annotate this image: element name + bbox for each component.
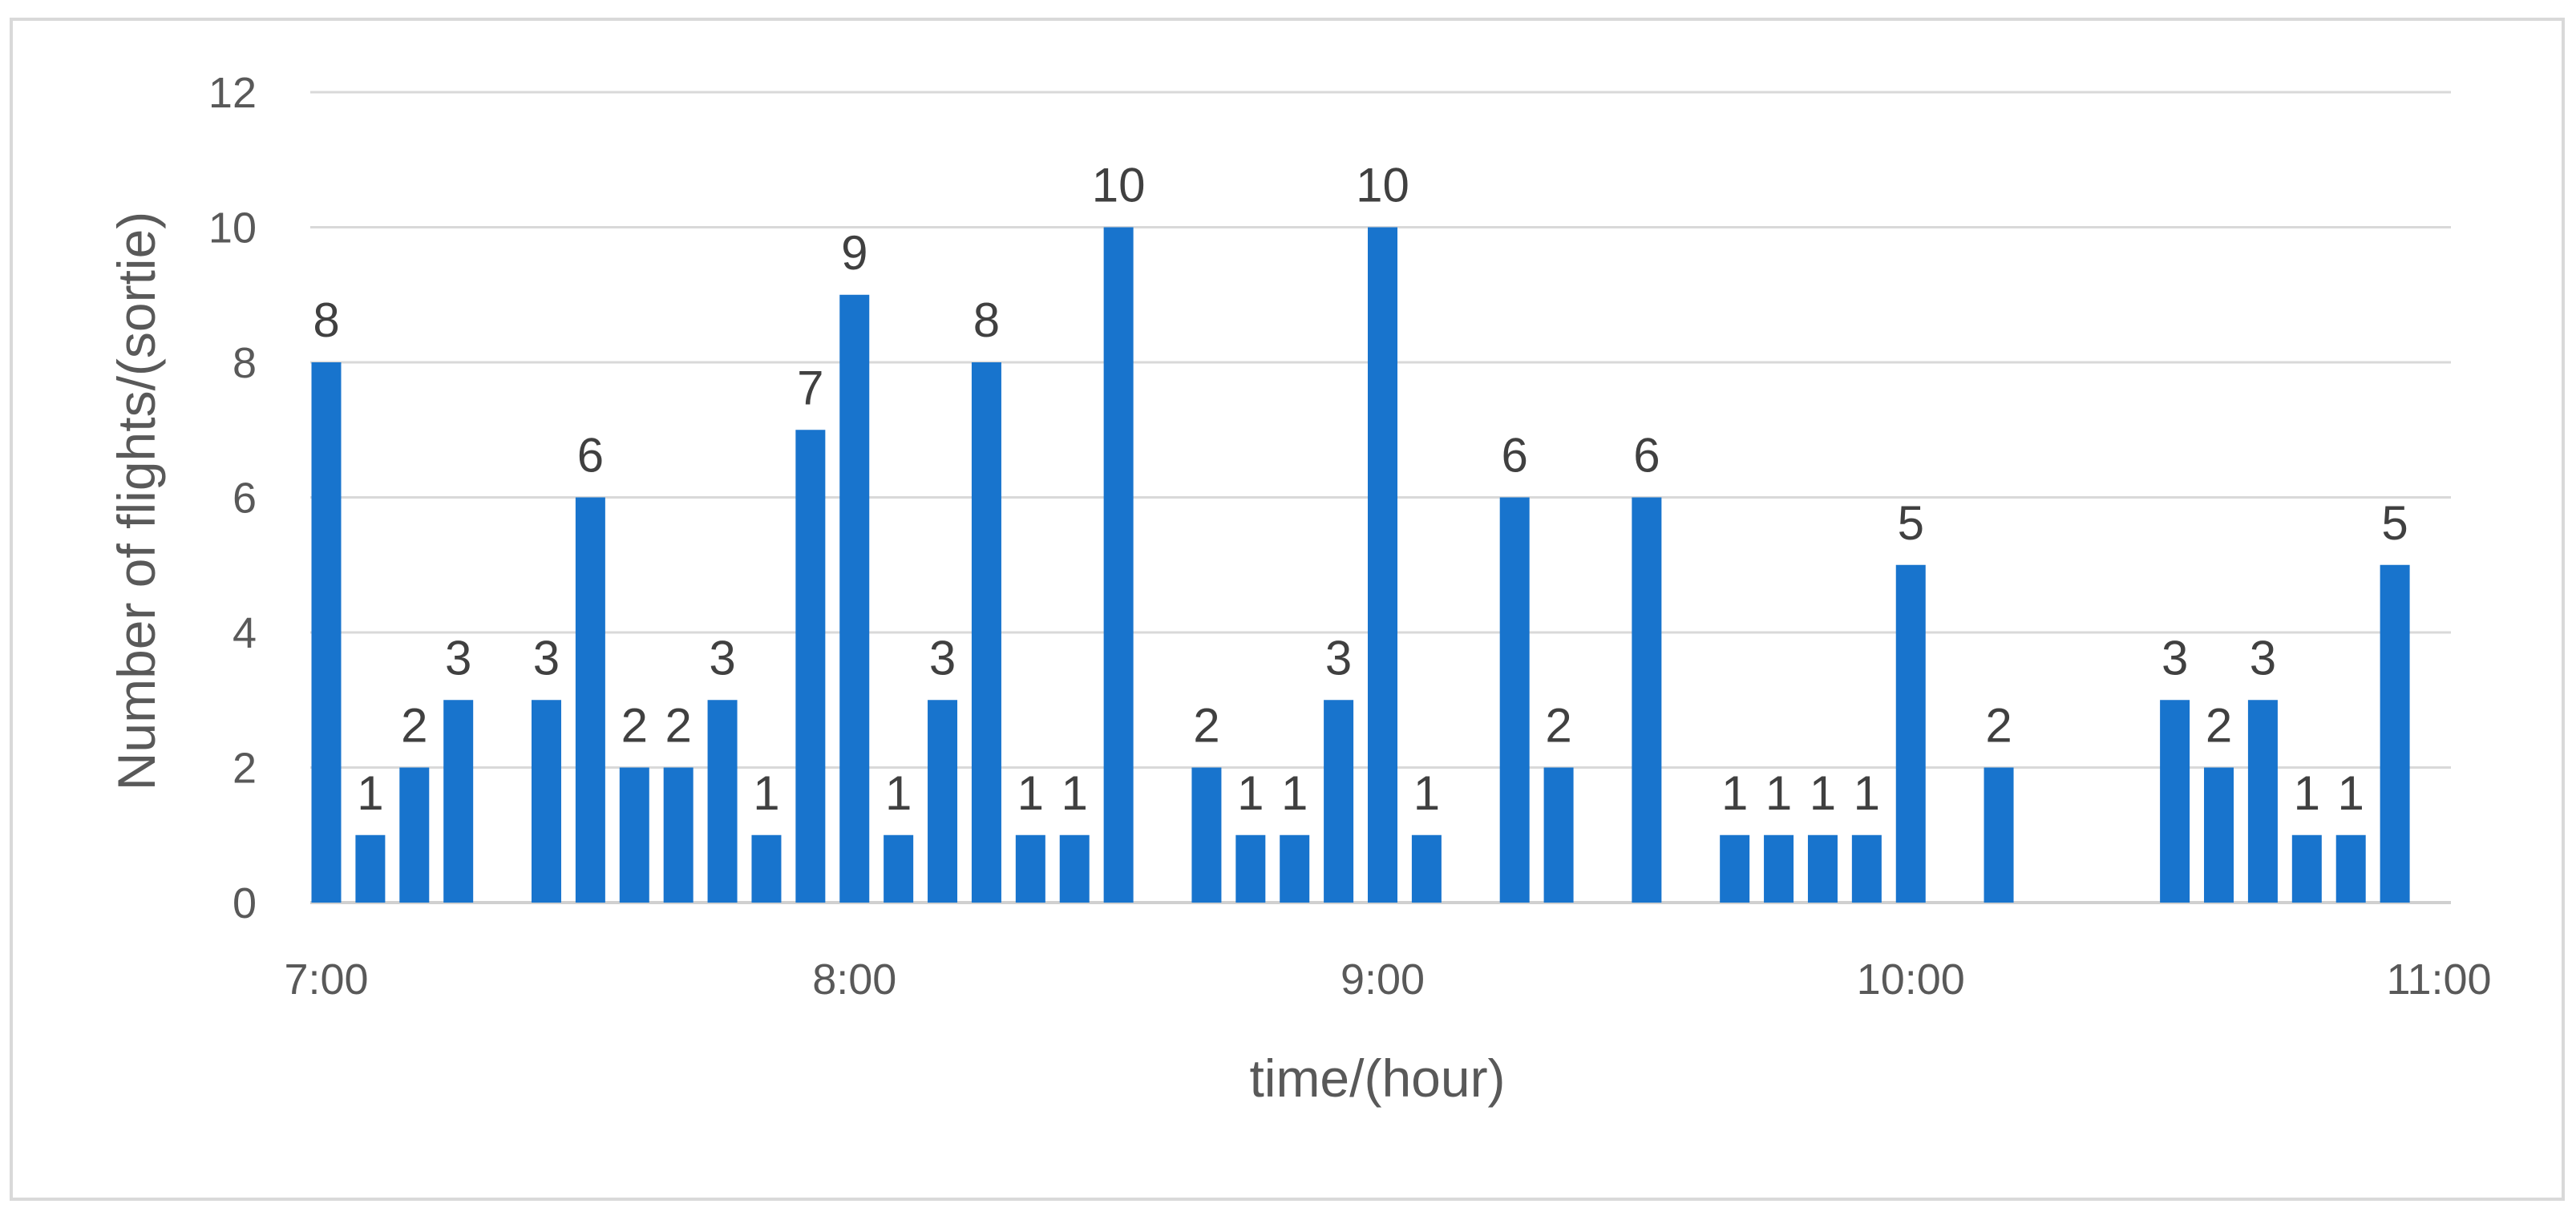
- bar: [839, 294, 870, 903]
- bar: [1280, 834, 1310, 903]
- y-tick-label: 2: [233, 745, 257, 793]
- data-label: 2: [1985, 699, 2012, 753]
- data-label: 3: [709, 631, 735, 685]
- y-tick-label: 0: [233, 879, 257, 927]
- y-tick-label: 6: [233, 475, 257, 523]
- y-tick-label: 4: [233, 609, 257, 657]
- data-label: 6: [1502, 429, 1528, 483]
- x-tick-label: 7:00: [284, 955, 368, 1004]
- data-label: 1: [753, 766, 779, 820]
- data-label: 1: [1062, 766, 1088, 820]
- data-label: 2: [1193, 699, 1219, 753]
- data-label: 10: [1092, 159, 1146, 212]
- y-tick-label: 12: [208, 69, 257, 117]
- bar: [311, 362, 342, 903]
- bar: [1191, 767, 1222, 903]
- bar: [1720, 834, 1750, 903]
- bar: [1984, 767, 2014, 903]
- data-label: 1: [1765, 766, 1792, 820]
- bar: [2160, 700, 2190, 903]
- bar: [795, 430, 826, 903]
- data-label: 1: [1413, 766, 1440, 820]
- x-tick-labels: 7:00 8:00 9:00 10:00 11:00: [284, 955, 2491, 1004]
- data-label: 2: [2206, 699, 2232, 753]
- bar: [884, 834, 914, 903]
- data-label: 3: [2250, 631, 2276, 685]
- data-label: 8: [973, 293, 1000, 347]
- data-label: 8: [313, 293, 339, 347]
- bar: [1324, 700, 1354, 903]
- data-label: 5: [2381, 496, 2408, 550]
- bar: [1368, 227, 1397, 903]
- bar: [2291, 834, 2322, 903]
- y-tick-labels: 0 2 4 6 8 10 12: [208, 69, 257, 927]
- chart-frame: [10, 18, 2565, 1201]
- bar: [1807, 834, 1838, 903]
- bar: [971, 362, 1001, 903]
- data-label: 1: [357, 766, 383, 820]
- bar: [1411, 834, 1442, 903]
- bar: [663, 767, 694, 903]
- data-label: 1: [1721, 766, 1748, 820]
- bar: [2380, 564, 2410, 903]
- data-label: 1: [885, 766, 912, 820]
- bar: [1764, 834, 1794, 903]
- bar: [1632, 497, 1662, 903]
- bar: [355, 834, 386, 903]
- data-label: 3: [445, 631, 471, 685]
- bar: [399, 767, 430, 903]
- bar: [1851, 834, 1882, 903]
- y-tick-label: 10: [208, 204, 257, 252]
- bar: [751, 834, 782, 903]
- data-label: 1: [2338, 766, 2364, 820]
- bar: [1499, 497, 1530, 903]
- x-tick-label: 11:00: [2386, 955, 2491, 1004]
- data-label: 1: [1017, 766, 1044, 820]
- data-label: 2: [621, 699, 648, 753]
- data-label: 2: [1545, 699, 1571, 753]
- bar: [1235, 834, 1266, 903]
- data-label: 9: [841, 226, 867, 280]
- bar: [1543, 767, 1574, 903]
- bar: [928, 700, 958, 903]
- x-tick-label: 8:00: [812, 955, 896, 1004]
- data-label: 3: [533, 631, 560, 685]
- data-label: 1: [2294, 766, 2320, 820]
- data-label: 10: [1356, 159, 1409, 212]
- bars: [311, 227, 2410, 903]
- x-tick-label: 10:00: [1857, 955, 1965, 1004]
- data-label: 2: [665, 699, 691, 753]
- data-label: 3: [929, 631, 956, 685]
- bar: [443, 700, 474, 903]
- bar: [2204, 767, 2234, 903]
- x-tick-label: 9:00: [1341, 955, 1425, 1004]
- bar: [1015, 834, 1045, 903]
- data-label: 3: [2161, 631, 2188, 685]
- bar: [2335, 834, 2366, 903]
- bar: [2247, 700, 2278, 903]
- y-tick-label: 8: [233, 339, 257, 387]
- bar: [1103, 227, 1134, 903]
- data-label: 1: [1281, 766, 1308, 820]
- bar: [575, 497, 605, 903]
- bar: [531, 700, 561, 903]
- data-label: 1: [1854, 766, 1880, 820]
- y-axis-title: Number of flights/(sortie): [107, 212, 166, 791]
- data-label: 1: [1810, 766, 1836, 820]
- data-label: 3: [1325, 631, 1352, 685]
- data-label: 6: [577, 429, 604, 483]
- data-label: 1: [1237, 766, 1264, 820]
- x-axis-title: time/(hour): [1249, 1048, 1505, 1108]
- bar: [1059, 834, 1090, 903]
- data-label: 6: [1633, 429, 1660, 483]
- data-label: 7: [797, 361, 823, 414]
- data-label: 5: [1898, 496, 1924, 550]
- bar: [619, 767, 649, 903]
- data-label: 2: [401, 699, 427, 753]
- bar: [1895, 564, 1926, 903]
- bar: [707, 700, 738, 903]
